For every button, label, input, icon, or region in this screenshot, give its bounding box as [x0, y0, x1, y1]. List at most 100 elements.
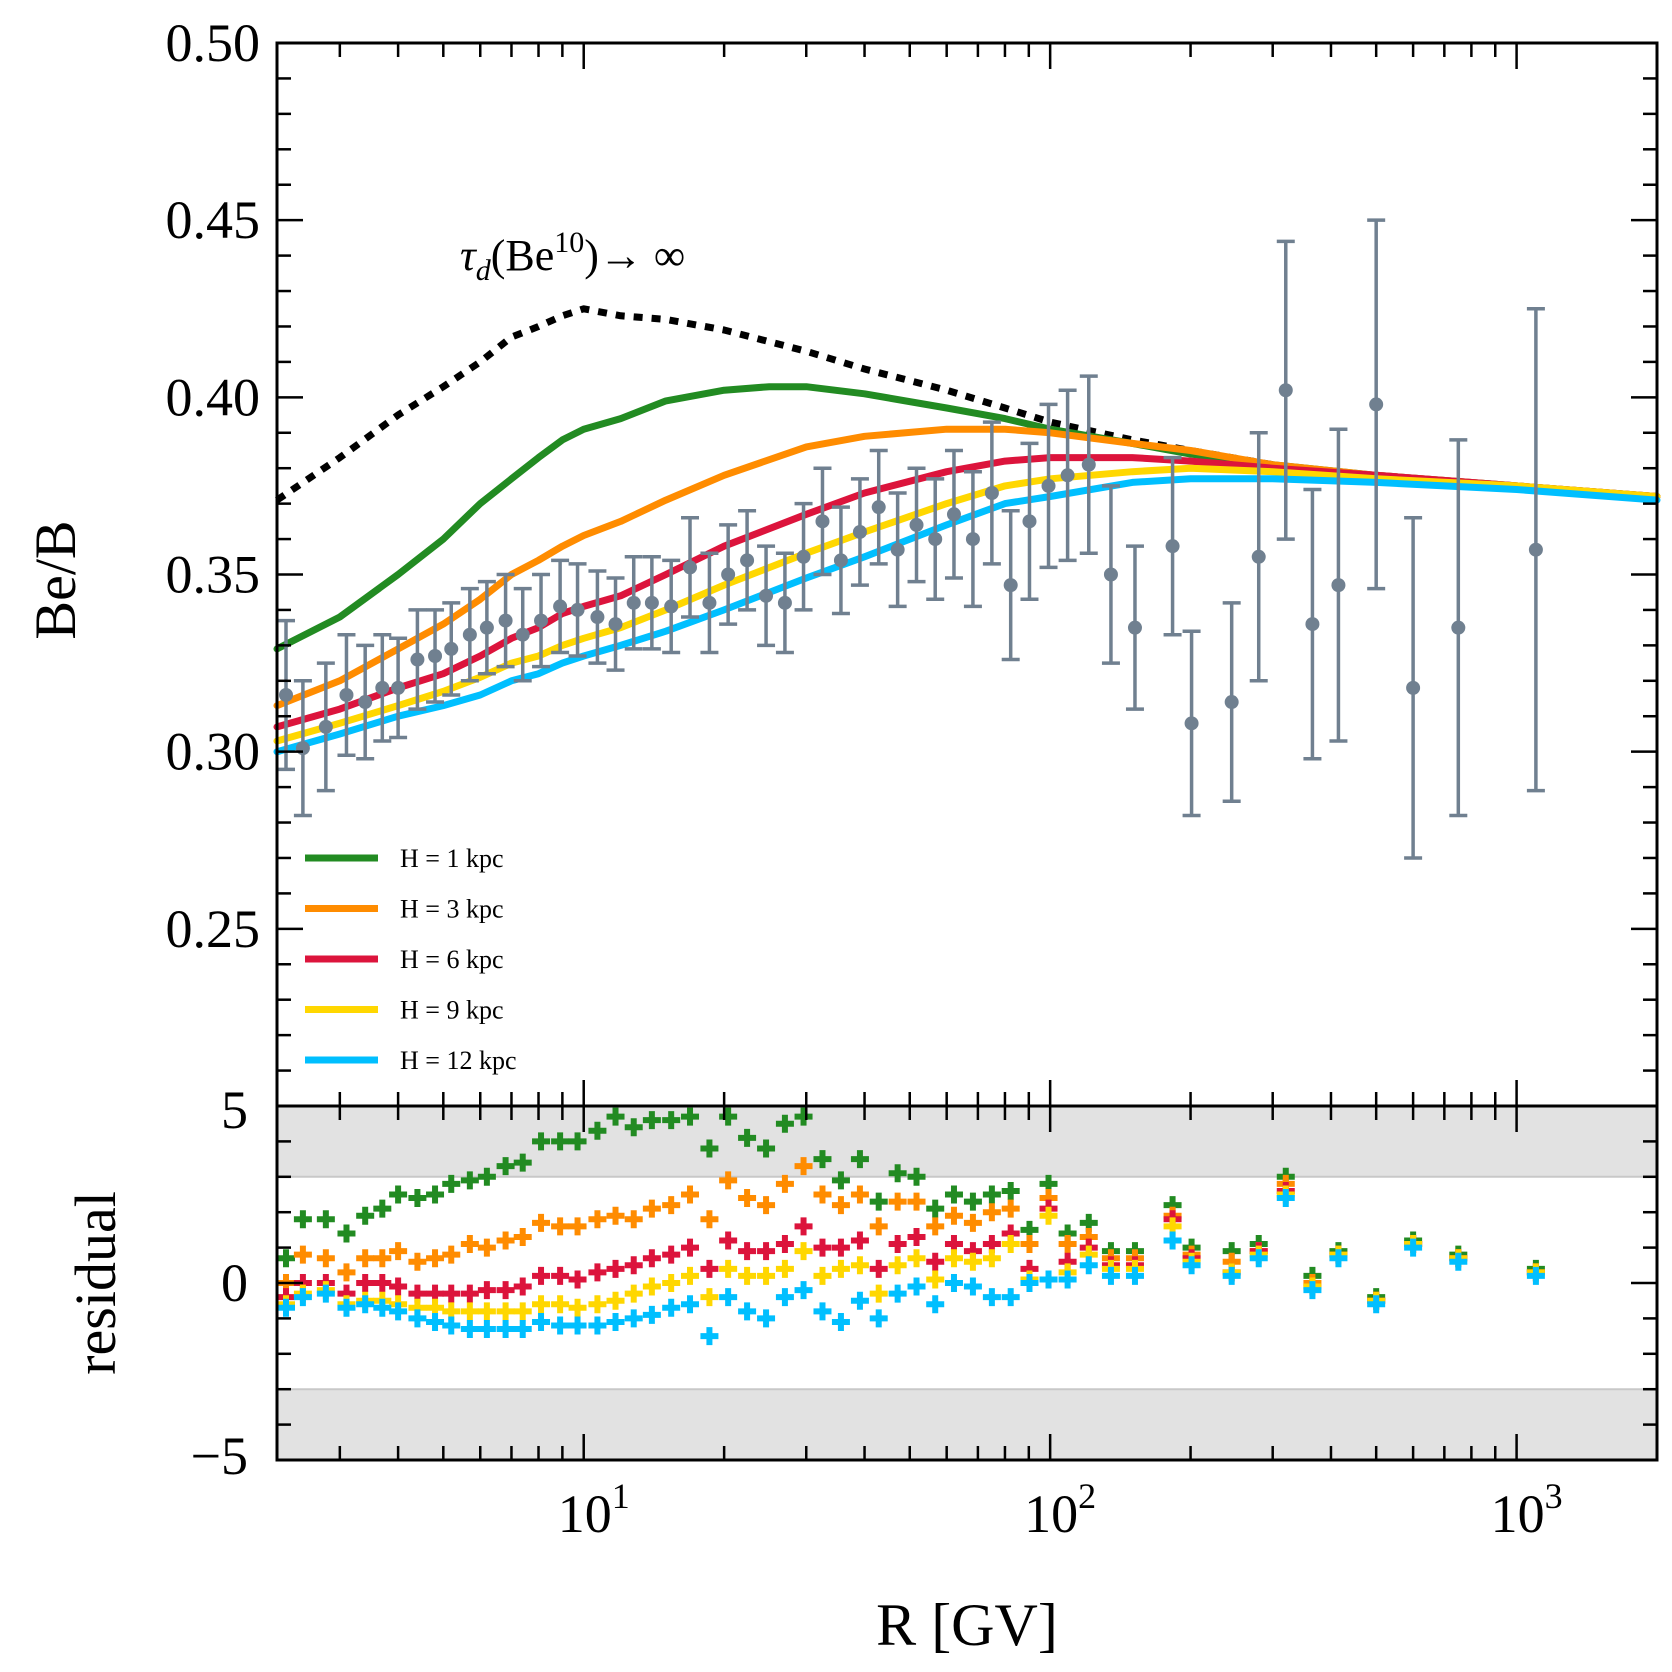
residual-marker — [719, 1107, 738, 1126]
data-point — [479, 620, 494, 635]
residual-marker — [850, 1185, 869, 1204]
residual-marker — [1001, 1235, 1020, 1254]
residual-marker — [293, 1210, 312, 1229]
data-point — [570, 602, 585, 617]
bottom-panel: −5 0 5 residual — [63, 1080, 1659, 1486]
residual-marker — [907, 1249, 926, 1268]
residual-markers — [277, 1107, 1545, 1346]
residual-marker — [624, 1284, 643, 1303]
data-point — [279, 687, 294, 702]
data-point — [984, 486, 999, 501]
residual-marker — [794, 1281, 813, 1300]
residual-marker — [907, 1277, 926, 1296]
curve-h-3-kpc — [273, 425, 1661, 710]
data-point — [358, 695, 373, 710]
residual-marker — [757, 1139, 776, 1158]
model-curves — [273, 305, 1661, 756]
residual-marker — [719, 1288, 738, 1307]
residual-marker — [775, 1235, 794, 1254]
residual-marker — [963, 1277, 982, 1296]
residual-marker — [757, 1309, 776, 1328]
residual-marker — [794, 1217, 813, 1236]
legend-label: H = 6 kpc — [400, 945, 503, 974]
y-tick-label: 0.50 — [166, 13, 261, 73]
residual-marker — [1039, 1270, 1058, 1289]
residual-marker — [551, 1316, 570, 1335]
y-tick-label: 0 — [221, 1253, 248, 1313]
x-tick-labels: 101 102 103 — [558, 1476, 1563, 1544]
residual-marker — [460, 1320, 479, 1339]
residual-marker — [477, 1302, 496, 1321]
bottom-ylabel: residual — [63, 1191, 128, 1375]
residual-marker — [389, 1302, 408, 1321]
residual-marker — [700, 1327, 719, 1346]
data-point — [375, 680, 390, 695]
annotation-tau: τ — [460, 231, 478, 280]
residual-marker — [982, 1185, 1001, 1204]
bottom-panel-frame — [275, 1104, 1659, 1462]
residual-marker — [738, 1242, 757, 1261]
residual-marker — [662, 1298, 681, 1317]
residual-marker — [1163, 1231, 1182, 1250]
residual-marker — [944, 1206, 963, 1225]
residual-marker — [551, 1217, 570, 1236]
residual-marker — [888, 1235, 907, 1254]
residual-marker — [588, 1210, 607, 1229]
y-tick-label: 0.40 — [166, 367, 261, 427]
data-point — [590, 610, 605, 625]
y-tick-label: 0.25 — [166, 899, 261, 959]
legend-label: H = 12 kpc — [400, 1046, 516, 1075]
residual-marker — [888, 1256, 907, 1275]
data-points — [277, 218, 1545, 860]
data-point — [1331, 578, 1346, 593]
residual-marker — [738, 1266, 757, 1285]
residual-marker — [831, 1259, 850, 1278]
residual-marker — [1039, 1206, 1058, 1225]
residual-marker — [606, 1312, 625, 1331]
data-point — [852, 524, 867, 539]
residual-marker — [513, 1277, 532, 1296]
residual-marker — [738, 1128, 757, 1147]
data-point — [1251, 549, 1266, 564]
x-tick-label: 101 — [558, 1476, 630, 1544]
data-point — [1305, 617, 1320, 632]
residual-marker — [316, 1210, 335, 1229]
residual-marker — [1249, 1249, 1268, 1268]
residual-marker — [738, 1189, 757, 1208]
residual-marker — [389, 1277, 408, 1296]
residual-marker — [944, 1185, 963, 1204]
residual-marker — [1001, 1288, 1020, 1307]
residual-marker — [719, 1231, 738, 1250]
residual-marker — [477, 1281, 496, 1300]
residual-marker — [408, 1189, 427, 1208]
data-point — [462, 627, 477, 642]
residual-marker — [869, 1192, 888, 1211]
residual-marker — [1058, 1270, 1077, 1289]
x-tick-label: 102 — [1024, 1476, 1096, 1544]
residual-marker — [513, 1302, 532, 1321]
y-tick-label: 0.35 — [166, 545, 261, 605]
residual-marker — [681, 1295, 700, 1314]
residual-marker — [356, 1206, 375, 1225]
data-point — [871, 500, 886, 515]
residual-marker — [1222, 1266, 1241, 1285]
residual-marker — [642, 1249, 661, 1268]
residual-marker — [831, 1196, 850, 1215]
residual-marker — [794, 1242, 813, 1261]
residual-marker — [850, 1150, 869, 1169]
residual-marker — [373, 1298, 392, 1317]
residual-marker — [568, 1270, 587, 1289]
data-point — [1127, 620, 1142, 635]
residual-marker — [426, 1185, 445, 1204]
residual-marker — [513, 1320, 532, 1339]
residual-marker — [588, 1295, 607, 1314]
data-point — [1041, 478, 1056, 493]
residual-marker — [1020, 1235, 1039, 1254]
legend-label: H = 1 kpc — [400, 844, 503, 873]
residual-marker — [813, 1150, 832, 1169]
residual-marker — [293, 1288, 312, 1307]
data-point — [721, 567, 736, 582]
residual-marker — [1303, 1281, 1322, 1300]
residual-marker — [606, 1107, 625, 1126]
residual-marker — [642, 1277, 661, 1296]
